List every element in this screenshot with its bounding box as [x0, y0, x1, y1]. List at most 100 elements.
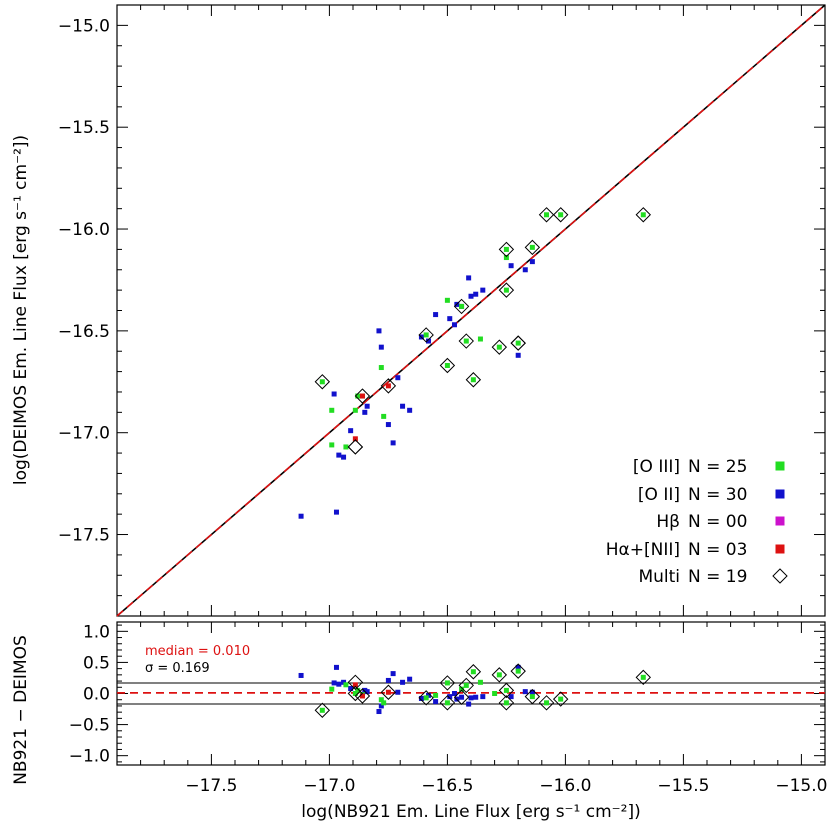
- main-point-oiii: [558, 212, 564, 218]
- main-point-oii: [529, 259, 535, 265]
- legend-count: N = 00: [688, 512, 747, 532]
- residual-point-oiii: [433, 692, 439, 698]
- residual-point-oii: [333, 664, 339, 670]
- main-point-oiii: [378, 365, 384, 371]
- residual-point-oii: [515, 664, 521, 670]
- main-ytick-labels: −15.0 −15.5 −16.0 −16.5 −17.0 −17.5: [58, 16, 110, 545]
- main-reference-line: [116, 4, 826, 617]
- residual-point-multi: [380, 684, 397, 700]
- residual-point-oii: [376, 709, 382, 715]
- residual-point-oiii: [503, 700, 509, 706]
- main-point-oiii: [381, 413, 387, 419]
- main-point-oiii: [463, 338, 469, 344]
- residual-point-oii: [522, 689, 528, 695]
- main-point-multi: [453, 298, 470, 315]
- main-point-oii: [433, 312, 439, 318]
- residual-point-oii: [348, 686, 354, 692]
- xtick-label: −17.0: [303, 776, 355, 796]
- legend-count: N = 30: [688, 485, 747, 505]
- main-point-oii: [376, 328, 382, 334]
- residual-point-oii: [400, 679, 406, 685]
- residual-point-halpha: [385, 689, 391, 695]
- main-point-oiii: [423, 332, 429, 338]
- legend-label: Hα+[NII]: [606, 540, 680, 560]
- residual-point-oiii: [381, 700, 387, 706]
- main-point-oiii: [444, 297, 450, 303]
- residual-point-multi: [347, 674, 364, 691]
- residual-point-oii: [480, 694, 486, 700]
- residual-point-multi: [538, 695, 555, 711]
- residual-point-oiii: [470, 669, 476, 675]
- main-point-oiii: [529, 244, 535, 250]
- residual-point-oii: [364, 689, 370, 695]
- residual-point-oii: [378, 703, 384, 709]
- main-point-oii: [451, 322, 457, 328]
- main-point-multi: [510, 335, 526, 351]
- residual-point-multi: [498, 695, 515, 711]
- residual-point-oii: [447, 694, 453, 700]
- residual-point-oiii: [423, 695, 429, 701]
- xtick-label: −15.0: [775, 776, 827, 796]
- residual-point-oiii: [352, 691, 358, 696]
- residual-point-oiii: [496, 672, 502, 678]
- main-point-multi: [465, 372, 482, 388]
- residual-point-oiii: [477, 679, 483, 685]
- main-point-oiii: [470, 377, 476, 383]
- legend-count: N = 19: [688, 567, 747, 587]
- residual-point-multi: [458, 677, 474, 694]
- main-point-multi: [354, 388, 371, 404]
- residual-point-halpha: [352, 682, 358, 688]
- sigma-text: σ = 0.169: [145, 661, 210, 676]
- residual-point-multi: [439, 675, 456, 691]
- main-point-oii: [364, 403, 370, 409]
- residual-point-oiii: [459, 686, 465, 692]
- legend-label: Hβ: [656, 512, 680, 532]
- main-point-oii: [508, 263, 514, 269]
- residual-point-oiii: [544, 700, 550, 706]
- legend-marker-square: [775, 461, 785, 471]
- main-point-multi: [538, 207, 555, 223]
- main-ytick-label: −17.5: [58, 526, 110, 546]
- main-point-oii: [515, 352, 521, 358]
- main-point-oii: [466, 275, 472, 281]
- residual-point-oii: [385, 677, 391, 683]
- main-point-oii: [378, 344, 384, 350]
- main-point-oii: [407, 407, 413, 413]
- legend-count: N = 25: [688, 457, 747, 477]
- main-point-oii: [522, 267, 528, 273]
- xtick-labels: −17.5 −17.0 −16.5 −16.0 −15.5 −15.0: [185, 776, 827, 796]
- residual-point-oii: [433, 699, 439, 705]
- main-point-oiii: [503, 255, 509, 261]
- residual-point-multi: [314, 702, 331, 718]
- residual-point-oii: [529, 689, 535, 695]
- residual-point-oiii: [503, 687, 509, 693]
- main-point-oiii: [444, 362, 450, 368]
- main-point-multi: [380, 378, 397, 394]
- main-point-oii: [333, 509, 339, 515]
- xtick-label: −15.5: [657, 776, 709, 796]
- main-point-oiii: [544, 212, 550, 218]
- residual-point-halpha: [359, 693, 365, 699]
- main-point-oii: [447, 316, 453, 322]
- main-points: [298, 207, 651, 519]
- main-point-oiii: [503, 287, 509, 293]
- residual-point-oii: [407, 676, 413, 682]
- main-point-oii: [298, 513, 304, 519]
- residual-ytick-label: 0.5: [83, 653, 110, 673]
- legend-label: [O II]: [638, 485, 680, 505]
- main-point-oiii: [352, 407, 358, 413]
- main-point-oiii: [329, 407, 335, 413]
- main-point-halpha: [385, 383, 391, 389]
- residual-point-multi: [465, 664, 482, 680]
- residual-ytick-labels: 1.0 0.5 0.0 −0.5 −1.0: [69, 622, 110, 766]
- main-point-multi: [552, 207, 569, 223]
- main-point-oiii: [496, 344, 502, 350]
- main-point-oii: [348, 428, 354, 434]
- residual-point-oii: [390, 671, 396, 677]
- residual-point-oiii: [378, 697, 384, 703]
- residual-ylabel: NB921 − DEIMOS: [11, 635, 31, 785]
- residual-point-multi: [418, 690, 434, 706]
- residual-point-multi: [635, 669, 651, 686]
- main-point-multi: [347, 439, 364, 455]
- main-point-multi: [458, 333, 474, 349]
